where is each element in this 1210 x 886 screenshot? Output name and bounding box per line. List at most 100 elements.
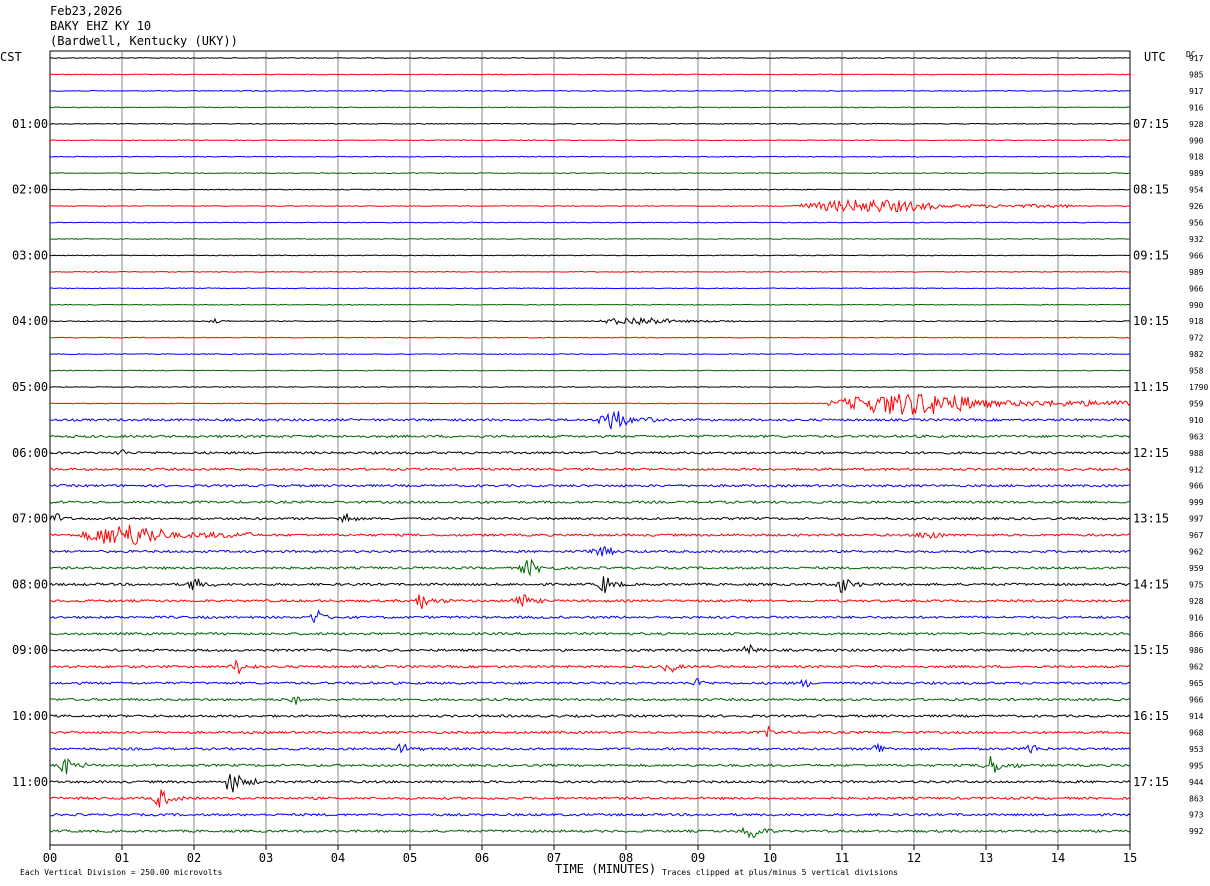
- dc-offset-label: 944: [1189, 778, 1204, 787]
- dc-offset-label: 989: [1189, 268, 1204, 277]
- cst-hour-label: 09:00: [12, 643, 48, 657]
- dc-offset-label: 863: [1189, 794, 1204, 803]
- x-tick-label: 11: [835, 851, 849, 865]
- cst-hour-label: 01:00: [12, 117, 48, 131]
- trace-23: [49, 434, 1131, 439]
- trace-30: [49, 545, 1131, 557]
- dc-offset-label: 932: [1189, 235, 1204, 244]
- trace-22: [49, 410, 1131, 430]
- x-axis-title: TIME (MINUTES): [555, 862, 656, 876]
- scale-note: Each Vertical Division = 250.00 microvol…: [20, 868, 222, 877]
- dc-offset-label: 962: [1189, 548, 1204, 557]
- dc-offset-label: 973: [1189, 811, 1204, 820]
- dc-offset-label: 962: [1189, 663, 1204, 672]
- dc-offset-label: 917: [1189, 54, 1204, 63]
- trace-19: [49, 369, 1130, 372]
- trace-6: [49, 155, 1131, 158]
- dc-offset-label: 997: [1189, 515, 1204, 524]
- cst-hour-label: 06:00: [12, 446, 48, 460]
- dc-offset-label: 910: [1189, 416, 1204, 425]
- dc-offset-label: 954: [1189, 186, 1204, 195]
- dc-offset-labels: 917 985 917 916 928 990 918 989 954 926 956 932 966 9…: [1189, 54, 1208, 836]
- station-code: BAKY EHZ KY 10: [50, 19, 152, 33]
- x-tick-label: 03: [259, 851, 273, 865]
- utc-hour-label: 14:15: [1133, 577, 1169, 591]
- utc-hour-label: 12:15: [1133, 446, 1169, 460]
- dc-offset-label: 982: [1189, 350, 1204, 359]
- trace-13: [49, 270, 1131, 273]
- x-tick-label: 06: [475, 851, 489, 865]
- trace-32: [49, 576, 1130, 594]
- utc-hour-label: 17:15: [1133, 775, 1169, 789]
- dc-offset-label: 966: [1189, 696, 1204, 705]
- utc-hour-label: 07:15: [1133, 117, 1169, 131]
- trace-25: [49, 467, 1131, 472]
- trace-36: [49, 643, 1131, 655]
- dc-offset-label: 1790: [1189, 383, 1208, 392]
- trace-39: [50, 696, 1131, 705]
- utc-hour-label: 08:15: [1133, 183, 1169, 197]
- right-timezone-label: UTC: [1144, 50, 1166, 64]
- utc-hour-label: 16:15: [1133, 709, 1169, 723]
- utc-hour-label: 13:15: [1133, 512, 1169, 526]
- dc-offset-label: 965: [1189, 679, 1204, 688]
- trace-44: [49, 773, 1131, 793]
- trace-9: [49, 198, 1131, 213]
- x-tick-label: 04: [331, 851, 345, 865]
- plot-frame: [49, 50, 1131, 846]
- dc-offset-label: 995: [1189, 761, 1204, 770]
- dc-offset-label: 975: [1189, 580, 1204, 589]
- dc-offset-label: 926: [1189, 202, 1204, 211]
- cst-hour-label: 11:00: [12, 775, 48, 789]
- dc-offset-label: 916: [1189, 103, 1204, 112]
- x-tick-label: 10: [763, 851, 777, 865]
- dc-offset-label: 866: [1189, 630, 1204, 639]
- trace-31: [49, 558, 1131, 577]
- trace-20: [49, 386, 1131, 388]
- dc-offset-label: 959: [1189, 399, 1204, 408]
- trace-5: [49, 139, 1131, 142]
- dc-offset-label: 999: [1189, 498, 1204, 507]
- clip-note: Traces clipped at plus/minus 5 vertical …: [662, 868, 898, 877]
- dc-offset-label: 985: [1189, 70, 1204, 79]
- trace-18: [49, 353, 1131, 356]
- trace-1: [49, 73, 1131, 76]
- x-tick-label: 01: [115, 851, 129, 865]
- cst-hour-label: 10:00: [12, 709, 48, 723]
- trace-16: [49, 316, 1131, 326]
- dc-offset-label: 988: [1189, 449, 1204, 458]
- dc-offset-label: 958: [1189, 367, 1204, 376]
- cst-hour-label: 02:00: [12, 183, 48, 197]
- minute-grid: [49, 50, 1131, 846]
- trace-37: [49, 659, 1131, 675]
- seismic-traces: [49, 57, 1131, 839]
- x-tick-label: 13: [979, 851, 993, 865]
- dc-column-header: DC: [1186, 50, 1196, 59]
- trace-29: [49, 524, 1131, 545]
- trace-12: [49, 254, 1131, 257]
- trace-26: [49, 483, 1131, 488]
- trace-8: [49, 188, 1131, 191]
- dc-offset-label: 966: [1189, 251, 1204, 260]
- trace-46: [49, 812, 1131, 817]
- trace-21: [49, 393, 1131, 415]
- cst-hour-label: 03:00: [12, 248, 48, 262]
- dc-offset-label: 928: [1189, 597, 1204, 606]
- trace-28: [49, 513, 1131, 524]
- dc-offset-label: 959: [1189, 564, 1204, 573]
- dc-offset-label: 918: [1189, 317, 1204, 326]
- dc-offset-label: 989: [1189, 169, 1204, 178]
- x-tick-label: 02: [187, 851, 201, 865]
- trace-4: [49, 122, 1131, 125]
- trace-7: [49, 172, 1130, 175]
- trace-41: [49, 726, 1131, 738]
- trace-0: [49, 57, 1131, 59]
- trace-27: [49, 500, 1131, 505]
- x-tick-label: 09: [691, 851, 705, 865]
- trace-33: [50, 594, 1131, 610]
- trace-15: [49, 303, 1131, 306]
- trace-3: [49, 106, 1131, 109]
- dc-offset-label: 956: [1189, 219, 1204, 228]
- trace-24: [49, 449, 1131, 456]
